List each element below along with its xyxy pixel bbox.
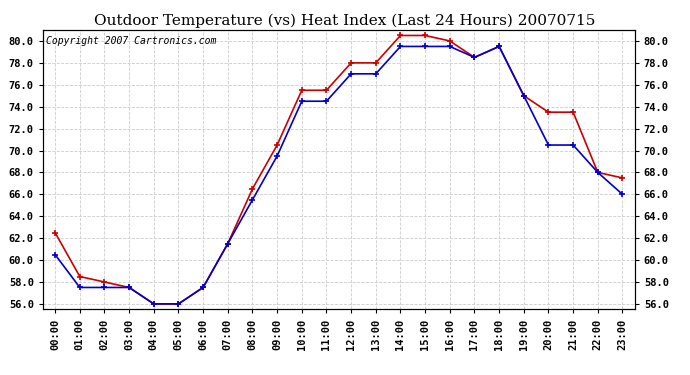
Text: Copyright 2007 Cartronics.com: Copyright 2007 Cartronics.com xyxy=(46,36,216,46)
Text: Outdoor Temperature (vs) Heat Index (Last 24 Hours) 20070715: Outdoor Temperature (vs) Heat Index (Las… xyxy=(95,13,595,27)
